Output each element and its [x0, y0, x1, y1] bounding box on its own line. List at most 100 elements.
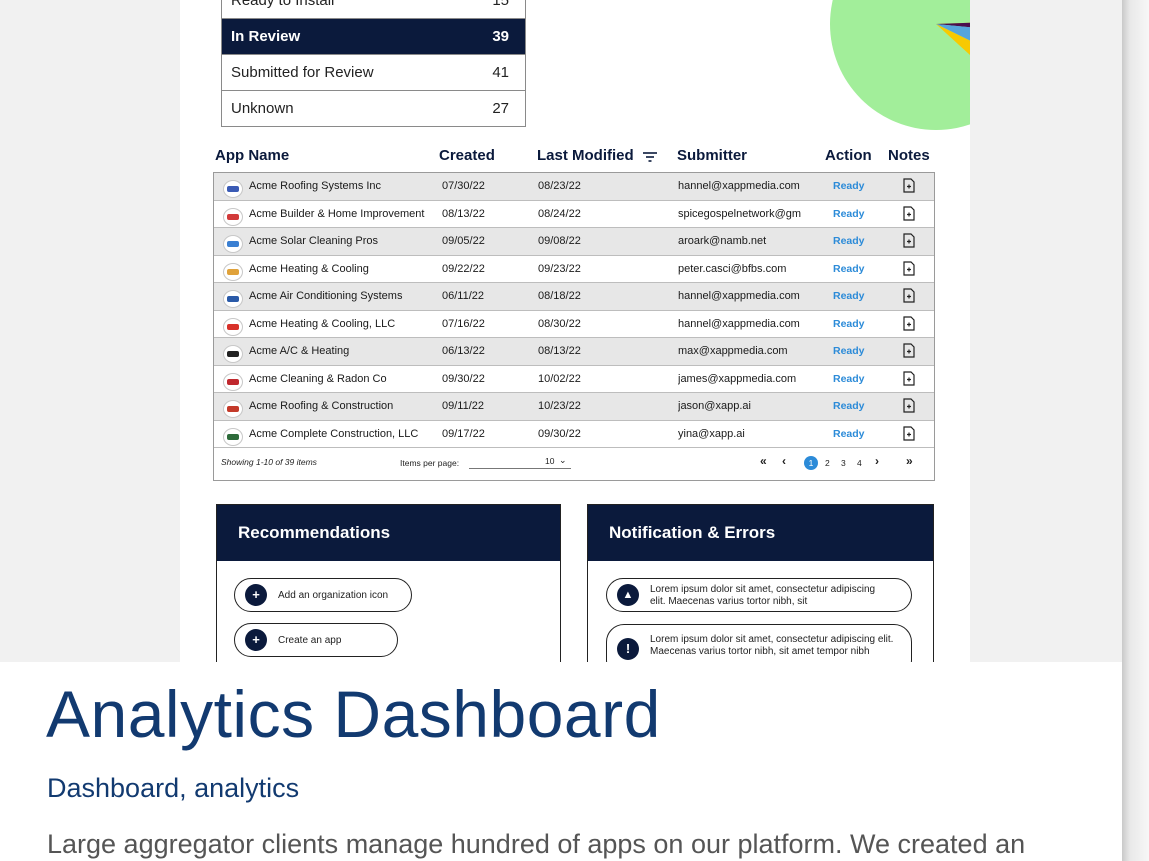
- next-page-icon[interactable]: ›: [875, 454, 879, 468]
- note-icon[interactable]: [903, 343, 915, 358]
- note-icon[interactable]: [903, 205, 915, 221]
- note-icon[interactable]: [903, 233, 915, 248]
- table-row[interactable]: Acme Solar Cleaning Pros 09/05/22 09/08/22…: [214, 228, 934, 256]
- col-notes[interactable]: Notes: [888, 147, 930, 164]
- submitter-cell: hannel@xappmedia.com: [678, 317, 800, 330]
- notification-item[interactable]: ▲ Lorem ipsum dolor sit amet, consectetu…: [606, 578, 912, 612]
- page-1-button[interactable]: 1: [804, 456, 818, 470]
- pie-slice-purple: [936, 22, 970, 28]
- app-name-cell: Acme Cleaning & Radon Co: [249, 372, 387, 385]
- modified-cell: 08/23/22: [538, 180, 581, 192]
- app-name-cell: Acme Complete Construction, LLC: [249, 427, 419, 440]
- items-per-page-select[interactable]: 10 ⌄: [469, 454, 571, 469]
- table-row[interactable]: Acme Air Conditioning Systems 06/11/22 08/…: [214, 283, 934, 311]
- table-row[interactable]: Acme Cleaning & Radon Co 09/30/22 10/02/22…: [214, 365, 934, 393]
- note-icon[interactable]: [903, 398, 915, 413]
- app-logo-icon: [223, 235, 243, 253]
- notifications-card: Notification & Errors ▲ Lorem ipsum dolo…: [587, 504, 934, 662]
- col-last-modified[interactable]: Last Modified: [537, 147, 634, 164]
- page-4-button[interactable]: 4: [857, 458, 862, 468]
- status-pie-chart: 15 27 41 39: [830, 0, 970, 130]
- app-name-cell: Acme Builder & Home Improvement: [249, 207, 425, 220]
- table-row[interactable]: Acme Builder & Home Improvement 08/13/22 0…: [214, 200, 934, 228]
- table-body: Acme Roofing Systems Inc 07/30/22 08/23/22…: [213, 172, 935, 448]
- app-logo-icon: [223, 400, 243, 418]
- status-label: Ready to Install: [231, 0, 335, 9]
- status-label: Unknown: [231, 100, 294, 117]
- page-title: Analytics Dashboard: [46, 677, 661, 751]
- status-label: Submitted for Review: [231, 64, 374, 81]
- notification-text: Lorem ipsum dolor sit amet, consectetur …: [650, 584, 876, 607]
- col-action[interactable]: Action: [825, 147, 872, 164]
- table-row[interactable]: Acme Heating & Cooling, LLC 07/16/22 08/30…: [214, 310, 934, 338]
- last-page-icon[interactable]: »: [906, 454, 913, 468]
- note-icon[interactable]: [903, 260, 915, 276]
- note-icon[interactable]: [903, 370, 915, 386]
- table-row[interactable]: Acme Complete Construction, LLC 09/17/22 0…: [214, 420, 934, 448]
- recommendation-label: Add an organization icon: [278, 590, 389, 601]
- status-count: 15: [492, 0, 509, 9]
- action-cell[interactable]: Ready: [833, 262, 865, 275]
- app-logo-icon: [223, 207, 243, 226]
- note-icon[interactable]: [903, 315, 915, 331]
- status-row-unknown[interactable]: Unknown 27: [222, 91, 525, 127]
- col-submitter[interactable]: Submitter: [677, 147, 748, 164]
- action-cell[interactable]: Ready: [833, 235, 865, 247]
- created-cell: 06/13/22: [442, 345, 485, 357]
- note-icon[interactable]: [903, 178, 915, 193]
- table-header: App Name Created Last Modified Submitter…: [213, 142, 935, 172]
- status-label: In Review: [231, 28, 301, 45]
- table-row[interactable]: Acme Heating & Cooling 09/22/22 09/23/22 pe…: [214, 255, 934, 283]
- error-item[interactable]: ! Lorem ipsum dolor sit amet, consectetu…: [606, 624, 912, 662]
- action-cell[interactable]: Ready: [833, 427, 865, 440]
- status-count: 39: [492, 28, 509, 45]
- table-row[interactable]: Acme A/C & Heating 06/13/22 08/13/22 max@xa…: [214, 338, 934, 366]
- action-cell[interactable]: Ready: [833, 207, 865, 220]
- dashboard-mockup: Ready to Install 15 In Review 39 Submitt…: [180, 0, 970, 662]
- table-row[interactable]: Acme Roofing & Construction 09/11/22 10/23…: [214, 393, 934, 421]
- table-row[interactable]: Acme Roofing Systems Inc 07/30/22 08/23/22…: [214, 173, 934, 201]
- apps-table: App Name Created Last Modified Submitter…: [213, 142, 935, 481]
- app-name-cell: Acme Heating & Cooling, LLC: [249, 317, 396, 330]
- modified-cell: 09/23/22: [538, 262, 581, 275]
- submitter-cell: yina@xapp.ai: [678, 427, 745, 440]
- modified-cell: 09/08/22: [538, 235, 581, 247]
- col-app-name[interactable]: App Name: [215, 147, 290, 164]
- recommendation-label: Create an app: [278, 635, 342, 646]
- action-cell[interactable]: Ready: [833, 317, 865, 330]
- recommendations-card: Recommendations + Add an organization ic…: [216, 504, 561, 662]
- prev-page-icon[interactable]: ‹: [782, 454, 786, 468]
- note-icon[interactable]: [903, 425, 915, 441]
- filter-icon[interactable]: [643, 152, 657, 162]
- status-count: 41: [492, 64, 509, 81]
- action-cell[interactable]: Ready: [833, 345, 865, 357]
- action-cell[interactable]: Ready: [833, 372, 865, 385]
- app-logo-icon: [223, 290, 243, 308]
- submitter-cell: hannel@xappmedia.com: [678, 180, 800, 192]
- app-logo-icon: [223, 427, 243, 446]
- status-row-ready-to-install[interactable]: Ready to Install 15: [222, 0, 525, 19]
- page-2-button[interactable]: 2: [825, 458, 830, 468]
- app-logo-icon: [223, 372, 243, 391]
- note-icon[interactable]: [903, 288, 915, 303]
- app-name-cell: Acme A/C & Heating: [249, 345, 350, 357]
- first-page-icon[interactable]: «: [760, 454, 767, 468]
- add-icon: +: [245, 629, 267, 651]
- action-cell[interactable]: Ready: [833, 290, 865, 302]
- page-3-button[interactable]: 3: [841, 458, 846, 468]
- pie-slice-yellow: [936, 24, 970, 55]
- status-row-in-review[interactable]: In Review 39: [222, 19, 525, 55]
- col-created[interactable]: Created: [439, 147, 495, 164]
- status-row-submitted[interactable]: Submitted for Review 41: [222, 55, 525, 91]
- items-per-page-value: 10: [545, 456, 555, 466]
- created-cell: 08/13/22: [442, 207, 485, 220]
- status-table: Ready to Install 15 In Review 39 Submitt…: [221, 0, 526, 127]
- action-cell[interactable]: Ready: [833, 180, 865, 192]
- created-cell: 07/16/22: [442, 317, 485, 330]
- app-logo-icon: [223, 262, 243, 281]
- created-cell: 09/11/22: [442, 400, 485, 412]
- notifications-title: Notification & Errors: [588, 505, 933, 561]
- create-app-button[interactable]: + Create an app: [234, 623, 398, 657]
- action-cell[interactable]: Ready: [833, 400, 865, 412]
- add-org-icon-button[interactable]: + Add an organization icon: [234, 578, 412, 612]
